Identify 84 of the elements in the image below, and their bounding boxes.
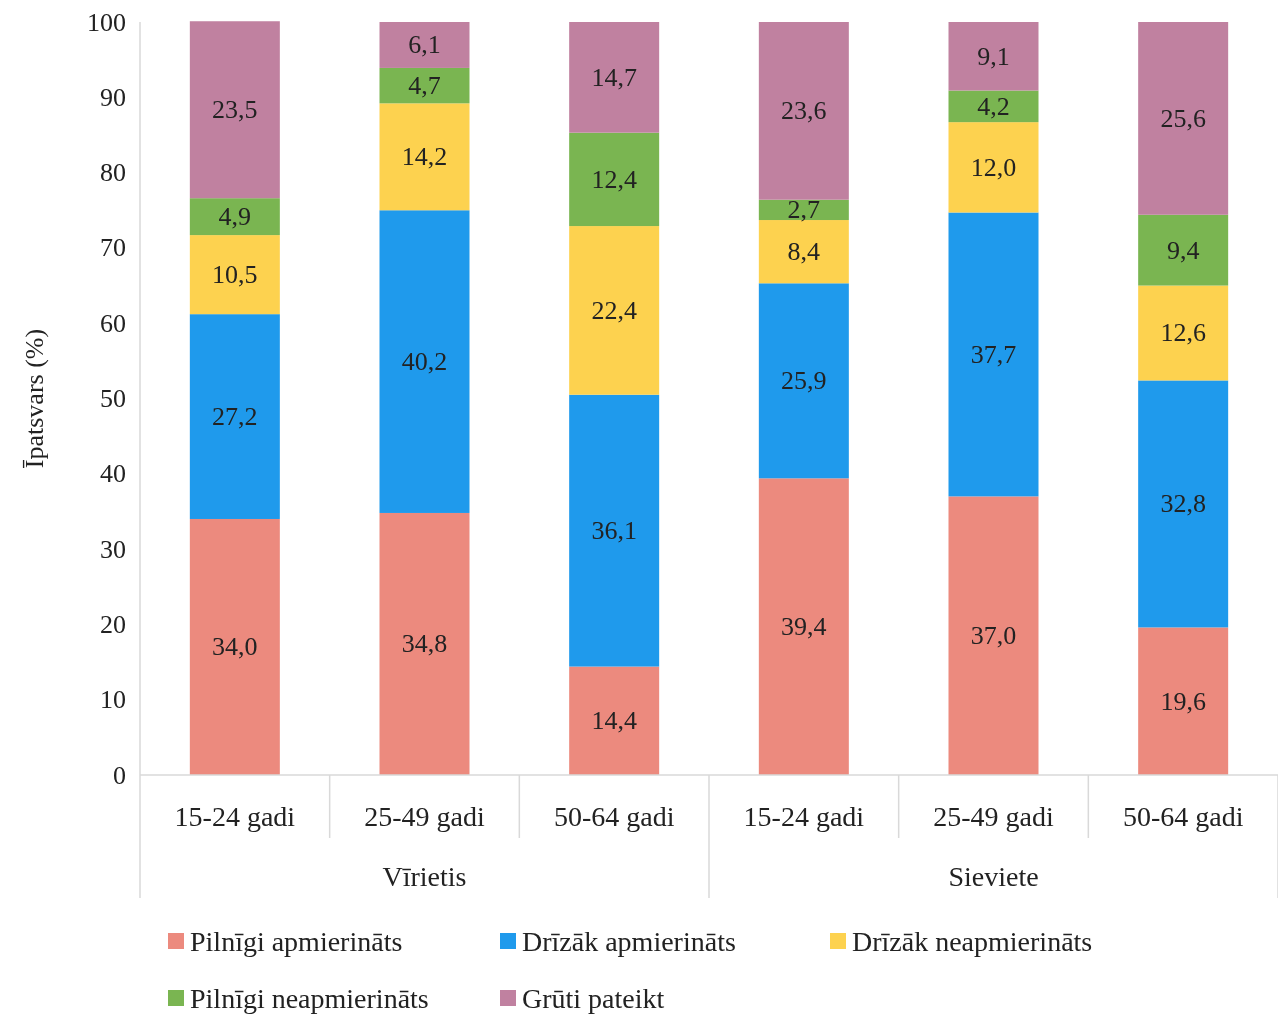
bar xyxy=(379,512,470,775)
bar xyxy=(569,394,660,667)
data-label: 36,1 xyxy=(591,516,637,546)
data-label: 12,0 xyxy=(970,152,1017,182)
data-label: 40,2 xyxy=(401,347,448,377)
data-label: 19,6 xyxy=(1160,686,1206,716)
bar xyxy=(1138,627,1229,775)
y-tick-label: 50 xyxy=(100,384,126,413)
data-label: 37,7 xyxy=(970,339,1017,369)
y-axis-title: Īpatsvars (%) xyxy=(19,328,49,469)
bar xyxy=(189,21,280,199)
bar xyxy=(1138,380,1229,628)
bar xyxy=(379,103,470,211)
bar xyxy=(379,67,470,104)
legend-label: Grūti pateikt xyxy=(522,982,665,1014)
legend-label: Pilnīgi neapmierināts xyxy=(190,982,429,1014)
y-tick-label: 100 xyxy=(87,7,126,37)
bar xyxy=(189,235,280,315)
data-label: 12,4 xyxy=(591,164,637,194)
data-label: 37,0 xyxy=(970,621,1017,651)
data-label: 25,6 xyxy=(1160,103,1206,133)
y-tick-label: 30 xyxy=(100,534,126,564)
bar xyxy=(1138,285,1229,381)
data-label: 34,0 xyxy=(212,632,258,662)
legend-label: Pilnīgi apmierināts xyxy=(190,925,403,957)
data-label: 9,4 xyxy=(1166,235,1200,265)
bar xyxy=(189,314,280,519)
bar xyxy=(948,496,1039,775)
data-label: 4,9 xyxy=(218,202,252,232)
data-label: 12,6 xyxy=(1160,318,1206,348)
x-tick-label: 25-49 gadi xyxy=(364,800,485,832)
y-tick-label: 0 xyxy=(113,760,126,790)
data-label: 4,2 xyxy=(977,91,1010,121)
legend-label: Drīzāk apmierināts xyxy=(522,925,736,957)
data-label: 4,7 xyxy=(408,71,441,101)
data-label: 2,7 xyxy=(787,195,821,225)
y-tick-label: 20 xyxy=(100,609,126,639)
bar xyxy=(948,22,1039,91)
data-label: 14,4 xyxy=(591,706,637,736)
bar xyxy=(379,22,470,68)
bar xyxy=(189,518,280,775)
y-tick-label: 90 xyxy=(100,82,126,112)
x-tick-label: 15-24 gadi xyxy=(174,800,296,832)
y-tick-label: 10 xyxy=(100,685,126,715)
data-label: 23,5 xyxy=(212,95,258,125)
bar xyxy=(189,198,280,236)
data-label: 25,9 xyxy=(781,366,827,396)
x-tick-label: 15-24 gadi xyxy=(743,800,865,832)
data-label: 6,1 xyxy=(408,30,441,60)
data-label: 22,4 xyxy=(591,295,637,325)
bar xyxy=(569,226,660,395)
text: Sieviete xyxy=(948,860,1039,892)
bar xyxy=(948,122,1039,213)
text: Vīrietis xyxy=(382,860,467,892)
bar xyxy=(948,90,1039,123)
data-label: 10,5 xyxy=(212,260,258,290)
x-tick-label: 25-49 gadi xyxy=(933,800,1054,832)
data-label: 34,8 xyxy=(401,629,448,659)
data-label: 8,4 xyxy=(787,237,821,267)
bar xyxy=(758,22,849,200)
y-tick-label: 80 xyxy=(100,158,126,188)
bar xyxy=(1138,22,1229,215)
data-label: 32,8 xyxy=(1160,489,1206,519)
y-tick-label: 40 xyxy=(100,459,126,489)
legend-label: Drīzāk neapmierināts xyxy=(852,925,1093,957)
bar xyxy=(379,210,470,513)
bar xyxy=(1138,214,1229,286)
bar xyxy=(758,220,849,284)
bar xyxy=(569,132,660,227)
data-label: 14,7 xyxy=(591,62,637,92)
data-label: 27,2 xyxy=(212,402,258,432)
y-tick-label: 70 xyxy=(100,233,126,263)
bar xyxy=(758,478,849,775)
y-tick-label: 60 xyxy=(100,308,126,338)
bar xyxy=(758,283,849,479)
data-label: 9,1 xyxy=(977,41,1010,71)
x-tick-label: 50-64 gadi xyxy=(553,800,675,832)
data-label: 14,2 xyxy=(401,142,448,172)
bar xyxy=(948,212,1039,497)
data-label: 23,6 xyxy=(781,96,827,126)
data-label: 39,4 xyxy=(781,612,827,642)
x-tick-label: 50-64 gadi xyxy=(1122,800,1244,832)
bar xyxy=(569,22,660,133)
bar xyxy=(569,666,660,775)
